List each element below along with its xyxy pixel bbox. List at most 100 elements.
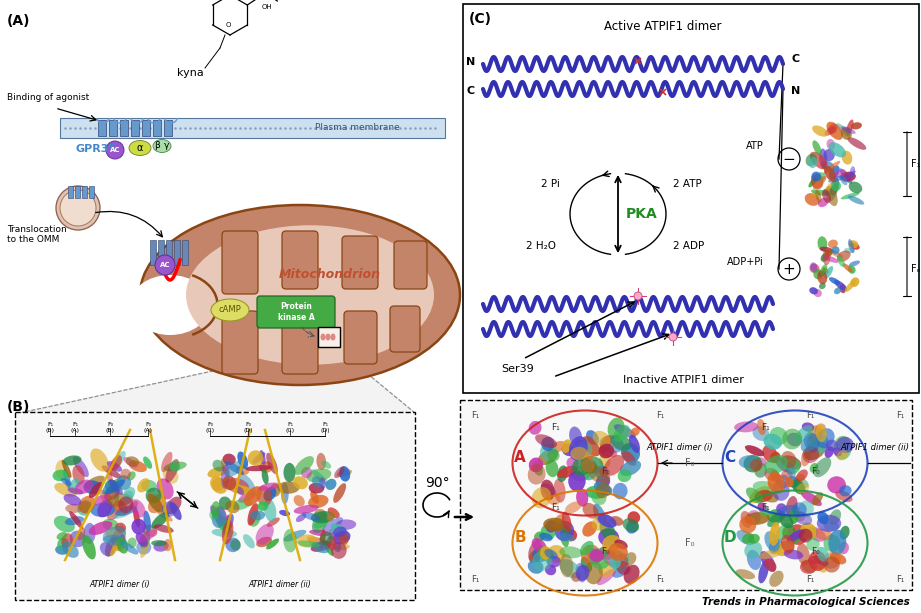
Ellipse shape bbox=[623, 518, 639, 532]
Text: Ser39: Ser39 bbox=[501, 364, 534, 374]
Ellipse shape bbox=[597, 569, 616, 585]
Text: Translocation
to the OMM: Translocation to the OMM bbox=[7, 225, 66, 245]
Ellipse shape bbox=[817, 515, 841, 532]
Ellipse shape bbox=[293, 476, 308, 489]
Ellipse shape bbox=[154, 524, 174, 533]
Ellipse shape bbox=[588, 466, 611, 484]
Ellipse shape bbox=[785, 477, 794, 487]
Text: Trends in Pharmacological Sciences: Trends in Pharmacological Sciences bbox=[702, 597, 910, 607]
Ellipse shape bbox=[225, 460, 246, 477]
Ellipse shape bbox=[782, 525, 796, 539]
Text: F₁: F₁ bbox=[551, 424, 559, 433]
Ellipse shape bbox=[570, 447, 588, 460]
FancyBboxPatch shape bbox=[282, 231, 318, 289]
Ellipse shape bbox=[600, 454, 611, 468]
Ellipse shape bbox=[151, 512, 169, 529]
Ellipse shape bbox=[576, 563, 587, 582]
Ellipse shape bbox=[554, 479, 565, 503]
Ellipse shape bbox=[109, 479, 122, 495]
Ellipse shape bbox=[531, 487, 552, 508]
Ellipse shape bbox=[321, 333, 325, 340]
Text: kyna: kyna bbox=[177, 68, 204, 78]
Ellipse shape bbox=[246, 465, 272, 471]
Ellipse shape bbox=[64, 516, 84, 525]
Ellipse shape bbox=[547, 449, 560, 462]
Ellipse shape bbox=[73, 456, 88, 477]
Ellipse shape bbox=[600, 521, 616, 541]
Ellipse shape bbox=[799, 500, 814, 517]
Ellipse shape bbox=[559, 559, 580, 579]
Ellipse shape bbox=[540, 443, 557, 461]
Text: F₁
(C): F₁ (C) bbox=[286, 422, 295, 433]
Ellipse shape bbox=[325, 479, 336, 490]
Ellipse shape bbox=[557, 466, 577, 478]
Ellipse shape bbox=[548, 441, 565, 454]
Ellipse shape bbox=[554, 521, 574, 541]
Ellipse shape bbox=[796, 470, 808, 482]
Ellipse shape bbox=[162, 466, 179, 484]
Ellipse shape bbox=[813, 176, 826, 189]
Text: F₁
(D): F₁ (D) bbox=[321, 422, 330, 433]
Text: F₀
(C): F₀ (C) bbox=[205, 422, 215, 433]
Ellipse shape bbox=[818, 236, 827, 251]
Text: F₀: F₀ bbox=[600, 466, 610, 476]
Ellipse shape bbox=[105, 480, 118, 492]
Ellipse shape bbox=[223, 476, 236, 490]
Ellipse shape bbox=[610, 516, 624, 526]
Text: γ: γ bbox=[164, 142, 169, 151]
Text: Mitochondrion: Mitochondrion bbox=[279, 268, 381, 281]
Ellipse shape bbox=[534, 531, 545, 542]
Ellipse shape bbox=[209, 510, 218, 520]
Polygon shape bbox=[20, 347, 415, 413]
Ellipse shape bbox=[320, 478, 326, 489]
Ellipse shape bbox=[590, 557, 609, 569]
Ellipse shape bbox=[213, 460, 225, 471]
Ellipse shape bbox=[588, 463, 598, 473]
Ellipse shape bbox=[842, 151, 852, 165]
Ellipse shape bbox=[216, 516, 231, 533]
Ellipse shape bbox=[309, 530, 331, 536]
Ellipse shape bbox=[90, 449, 109, 471]
Ellipse shape bbox=[565, 501, 582, 513]
Text: F₁: F₁ bbox=[471, 576, 479, 585]
Ellipse shape bbox=[620, 460, 641, 476]
Ellipse shape bbox=[135, 533, 148, 547]
Ellipse shape bbox=[88, 521, 112, 535]
Ellipse shape bbox=[822, 552, 841, 569]
Ellipse shape bbox=[781, 535, 795, 554]
Ellipse shape bbox=[818, 272, 826, 276]
Ellipse shape bbox=[538, 547, 554, 562]
Ellipse shape bbox=[144, 511, 151, 532]
Ellipse shape bbox=[210, 505, 224, 526]
Ellipse shape bbox=[767, 472, 785, 494]
Ellipse shape bbox=[771, 470, 780, 482]
Ellipse shape bbox=[333, 527, 346, 537]
Ellipse shape bbox=[140, 205, 460, 385]
Ellipse shape bbox=[810, 189, 830, 196]
Ellipse shape bbox=[105, 536, 118, 557]
Ellipse shape bbox=[309, 537, 329, 546]
Ellipse shape bbox=[157, 509, 173, 522]
Ellipse shape bbox=[294, 495, 305, 506]
Ellipse shape bbox=[810, 463, 818, 473]
Ellipse shape bbox=[327, 510, 337, 521]
Ellipse shape bbox=[784, 458, 800, 474]
Ellipse shape bbox=[528, 464, 545, 485]
Text: AC: AC bbox=[159, 262, 170, 268]
Ellipse shape bbox=[123, 490, 134, 503]
Ellipse shape bbox=[164, 462, 187, 471]
Text: 2 ATP: 2 ATP bbox=[673, 179, 702, 189]
Bar bbox=[68, 186, 73, 198]
Ellipse shape bbox=[820, 148, 827, 169]
Ellipse shape bbox=[216, 506, 227, 522]
Ellipse shape bbox=[816, 424, 827, 442]
Ellipse shape bbox=[627, 511, 640, 524]
Ellipse shape bbox=[815, 424, 826, 435]
Ellipse shape bbox=[843, 170, 856, 181]
FancyBboxPatch shape bbox=[222, 231, 258, 294]
Ellipse shape bbox=[223, 454, 236, 465]
Ellipse shape bbox=[602, 486, 612, 496]
Ellipse shape bbox=[230, 539, 241, 550]
Ellipse shape bbox=[134, 507, 140, 527]
Ellipse shape bbox=[114, 501, 128, 516]
